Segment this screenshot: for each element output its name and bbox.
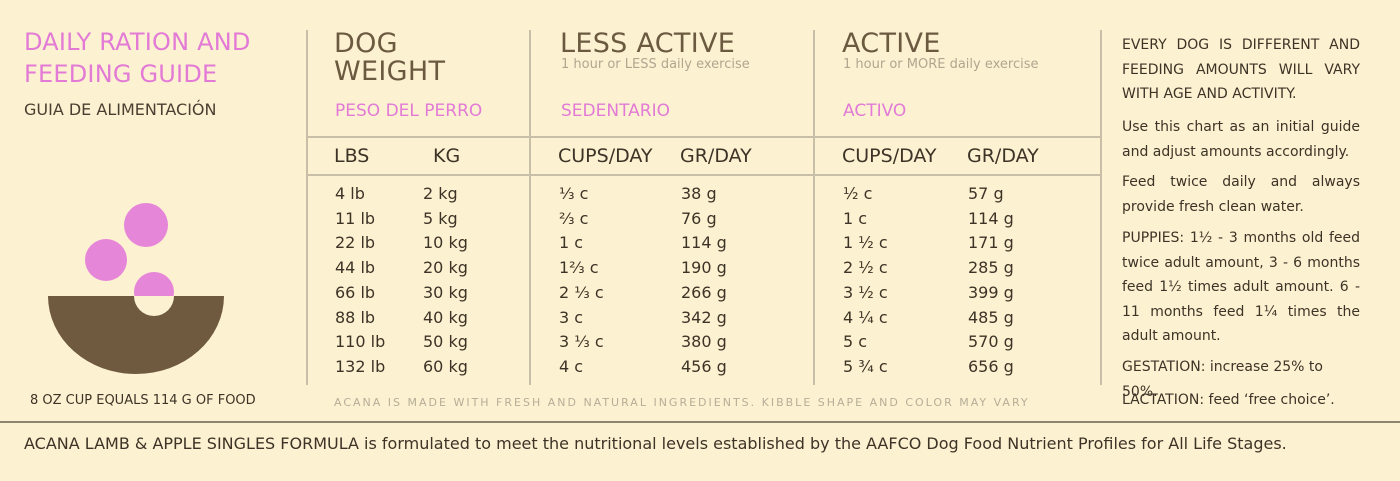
right-puppies: PUPPIES: 1½ - 3 months old feed twice ad…	[1122, 230, 1360, 344]
active-heading: ACTIVE	[842, 28, 941, 59]
right-feed: Feed twice daily and always provide fres…	[1122, 174, 1360, 215]
page-title: DAILY RATION AND FEEDING GUIDE	[24, 28, 251, 88]
divider	[529, 30, 531, 385]
less-active-heading: LESS ACTIVE	[560, 28, 736, 59]
active-subheading: 1 hour or MORE daily exercise	[843, 57, 1039, 72]
right-gestation: GESTATION: increase 25% to 50%.	[1122, 359, 1323, 400]
active-gr-values: 57 g 114 g 171 g 285 g 399 g 485 g 570 g…	[968, 184, 1014, 376]
weight-kg-values: 2 kg 5 kg 10 kg 20 kg 30 kg 40 kg 50 kg …	[423, 184, 468, 376]
unit-gr: GR/DAY	[967, 145, 1039, 167]
less-active-spanish: SEDENTARIO	[561, 101, 670, 121]
less-active-cups-values: ⅓ c ⅔ c 1 c 1⅔ c 2 ⅓ c 3 c 3 ⅓ c 4 c	[559, 184, 604, 376]
cup-equivalence-note: 8 OZ CUP EQUALS 114 G OF FOOD	[30, 393, 256, 408]
ingredients-footnote: ACANA IS MADE WITH FRESH AND NATURAL ING…	[334, 396, 1030, 409]
unit-gr: GR/DAY	[680, 145, 752, 167]
right-lactation: LACTATION: feed ‘free choice’.	[1122, 392, 1335, 408]
bowl-with-kibble-icon	[48, 203, 224, 374]
right-guide: Use this chart as an initial guide and a…	[1122, 119, 1360, 160]
unit-kg: KG	[433, 145, 461, 167]
less-active-subheading: 1 hour or LESS daily exercise	[561, 57, 750, 72]
unit-lbs: LBS	[334, 145, 370, 167]
page-subtitle: GUIA DE ALIMENTACIÓN	[24, 100, 217, 119]
dog-weight-heading: DOG WEIGHT	[334, 28, 446, 87]
divider	[306, 30, 308, 385]
divider	[306, 174, 1100, 176]
less-active-gr-values: 38 g 76 g 114 g 190 g 266 g 342 g 380 g …	[681, 184, 727, 376]
active-cups-values: ½ c 1 c 1 ½ c 2 ½ c 3 ½ c 4 ¼ c 5 c 5 ¾ …	[843, 184, 888, 376]
divider	[0, 421, 1400, 423]
right-intro: EVERY DOG IS DIFFERENT AND FEEDING AMOUN…	[1122, 37, 1360, 102]
formula-statement: ACANA LAMB & APPLE SINGLES FORMULA is fo…	[24, 434, 1287, 453]
unit-cups: CUPS/DAY	[558, 145, 653, 167]
divider	[1100, 30, 1102, 385]
divider	[813, 30, 815, 385]
divider	[306, 136, 1100, 138]
active-spanish: ACTIVO	[843, 101, 907, 121]
weight-lbs-values: 4 lb 11 lb 22 lb 44 lb 66 lb 88 lb 110 l…	[335, 184, 386, 376]
dog-weight-spanish: PESO DEL PERRO	[335, 101, 483, 121]
unit-cups: CUPS/DAY	[842, 145, 937, 167]
